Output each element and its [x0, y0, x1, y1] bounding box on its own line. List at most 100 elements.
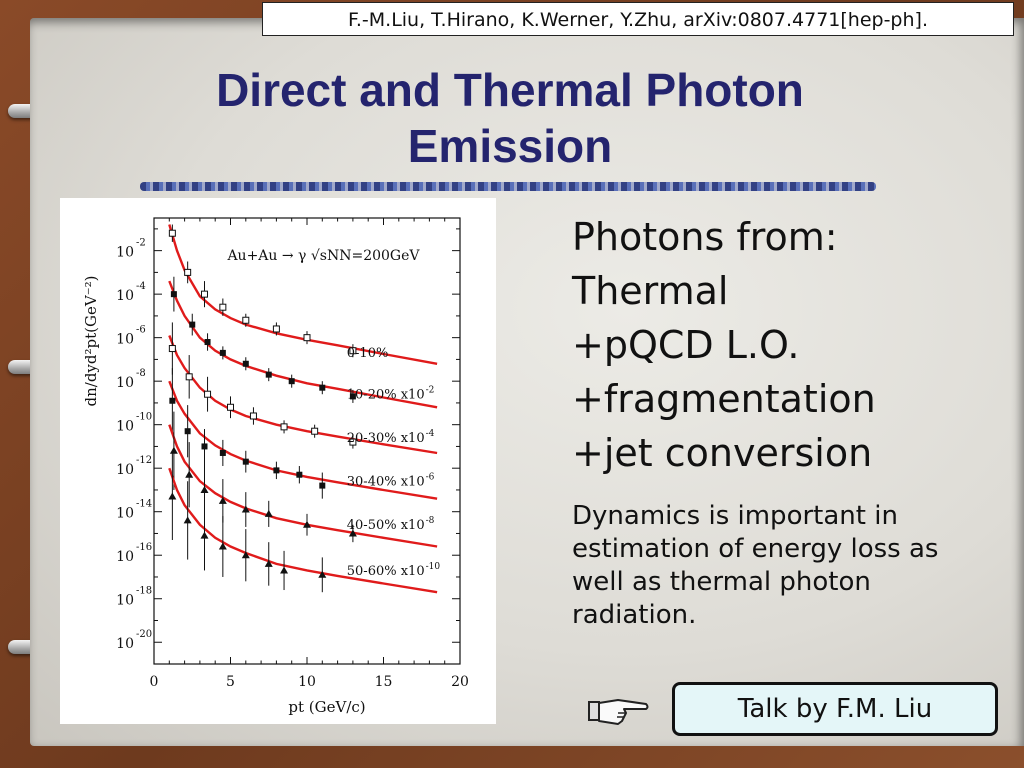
y-tick-exponent: -10 [136, 412, 152, 423]
series-20-30-x10: 20-30% x10 -4 [168, 322, 438, 455]
y-tick-exponent: -16 [136, 542, 152, 553]
y-tick-label: 10 [116, 636, 134, 652]
y-tick-label: 10 [116, 419, 134, 435]
dynamics-note: Dynamics is important in estimation of e… [572, 501, 939, 630]
series-label-exponent: -2 [426, 386, 435, 396]
chart-title: Au+Au → γ √sNN=200GeV [226, 248, 420, 264]
data-point [168, 345, 176, 353]
data-point [185, 470, 194, 478]
y-tick-exponent: -12 [136, 455, 152, 466]
data-point [241, 551, 250, 559]
data-point [241, 505, 250, 513]
series-10-20-x10: 10-20% x10 -2 [168, 276, 438, 409]
y-tick-label: 10 [116, 332, 134, 348]
photon-sources-list: Photons from: Thermal +pQCD L.O. +fragme… [572, 210, 876, 480]
series-30-40-x10: 30-40% x10 -6 [168, 368, 438, 500]
data-point [349, 347, 357, 355]
data-point [280, 423, 288, 431]
list-item: Photons from: [572, 215, 838, 259]
data-point [200, 485, 209, 493]
data-point [273, 467, 280, 474]
series-40-50-x10: 40-50% x10 -8 [168, 411, 438, 548]
y-axis-label: dn/dyd²pt(GeV⁻²) [82, 276, 100, 407]
y-tick-exponent: -14 [136, 499, 152, 510]
data-point [296, 471, 303, 478]
y-tick-label: 10 [116, 593, 134, 609]
y-tick-label: 10 [116, 245, 134, 261]
x-tick-label: 20 [451, 674, 469, 690]
data-point [183, 516, 192, 524]
list-item: +pQCD L.O. [572, 323, 800, 367]
series-label: 50-60% x10 [347, 564, 425, 579]
data-point [242, 316, 250, 324]
x-tick-label: 0 [150, 674, 159, 690]
y-tick-label: 10 [116, 549, 134, 565]
data-point [200, 290, 208, 298]
data-point [169, 397, 176, 404]
data-point [201, 443, 208, 450]
data-point [349, 438, 357, 446]
data-point [348, 529, 357, 537]
pointing-hand-icon [588, 699, 649, 725]
data-point [264, 559, 273, 567]
data-point [319, 384, 326, 391]
title-underline [140, 182, 876, 191]
x-axis-label: pt (GeV/c) [288, 698, 365, 716]
theory-curve [168, 424, 438, 548]
data-point [168, 229, 176, 237]
y-tick-exponent: -4 [136, 281, 146, 292]
series-label-exponent: -10 [426, 562, 441, 572]
y-tick-label: 10 [116, 462, 134, 478]
data-point [170, 291, 177, 298]
photon-spectra-plot: 0 5 10 15 20 10 -2 10 -4 10 -6 10 -8 10 -10 10 -12 10 -14 1… [60, 198, 496, 724]
data-point [311, 427, 319, 435]
data-point [349, 393, 356, 400]
data-point [242, 458, 249, 465]
data-point [319, 482, 326, 489]
data-point [303, 520, 311, 528]
data-point [227, 403, 234, 411]
x-tick-label: 10 [298, 674, 316, 690]
theory-curve [168, 380, 438, 500]
talk-link-button[interactable]: Talk by F.M. Liu [672, 682, 998, 736]
data-point [249, 412, 257, 420]
title-line-1: Direct and Thermal Photon [216, 64, 804, 116]
title-line-2: Emission [407, 120, 613, 172]
data-point [204, 390, 212, 398]
data-point [318, 570, 327, 578]
x-tick-label: 5 [226, 674, 235, 690]
data-point [169, 446, 178, 454]
series-0-10-: 0-10% [168, 224, 438, 365]
list-item: +fragmentation [572, 377, 876, 421]
data-point [219, 449, 226, 456]
data-point [264, 509, 273, 517]
data-point [200, 531, 209, 539]
data-point [184, 268, 192, 276]
series-label: 40-50% x10 [347, 518, 425, 533]
data-point [303, 334, 311, 342]
list-item: Thermal [572, 269, 729, 313]
data-point [218, 542, 227, 550]
list-item: +jet conversion [572, 431, 873, 475]
theory-curve [168, 335, 438, 455]
data-point [288, 378, 295, 385]
y-tick-exponent: -2 [136, 238, 146, 249]
data-point [204, 339, 211, 346]
series-label: 20-30% x10 [347, 431, 425, 446]
data-point [242, 360, 249, 367]
data-point [219, 349, 226, 356]
series-label-exponent: -6 [426, 473, 435, 483]
theory-curve [168, 467, 438, 594]
y-tick-exponent: -20 [136, 629, 152, 640]
x-tick-label: 15 [375, 674, 393, 690]
y-tick-label: 10 [116, 288, 134, 304]
data-point [280, 566, 289, 574]
data-point [265, 371, 272, 378]
slide-title: Direct and Thermal Photon Emission [120, 62, 900, 174]
y-tick-label: 10 [116, 506, 134, 522]
theory-curve [168, 280, 438, 409]
series-label: 10-20% x10 [347, 388, 425, 403]
y-tick-exponent: -18 [136, 586, 152, 597]
series-label: 30-40% x10 [347, 475, 425, 490]
y-tick-label: 10 [116, 375, 134, 391]
